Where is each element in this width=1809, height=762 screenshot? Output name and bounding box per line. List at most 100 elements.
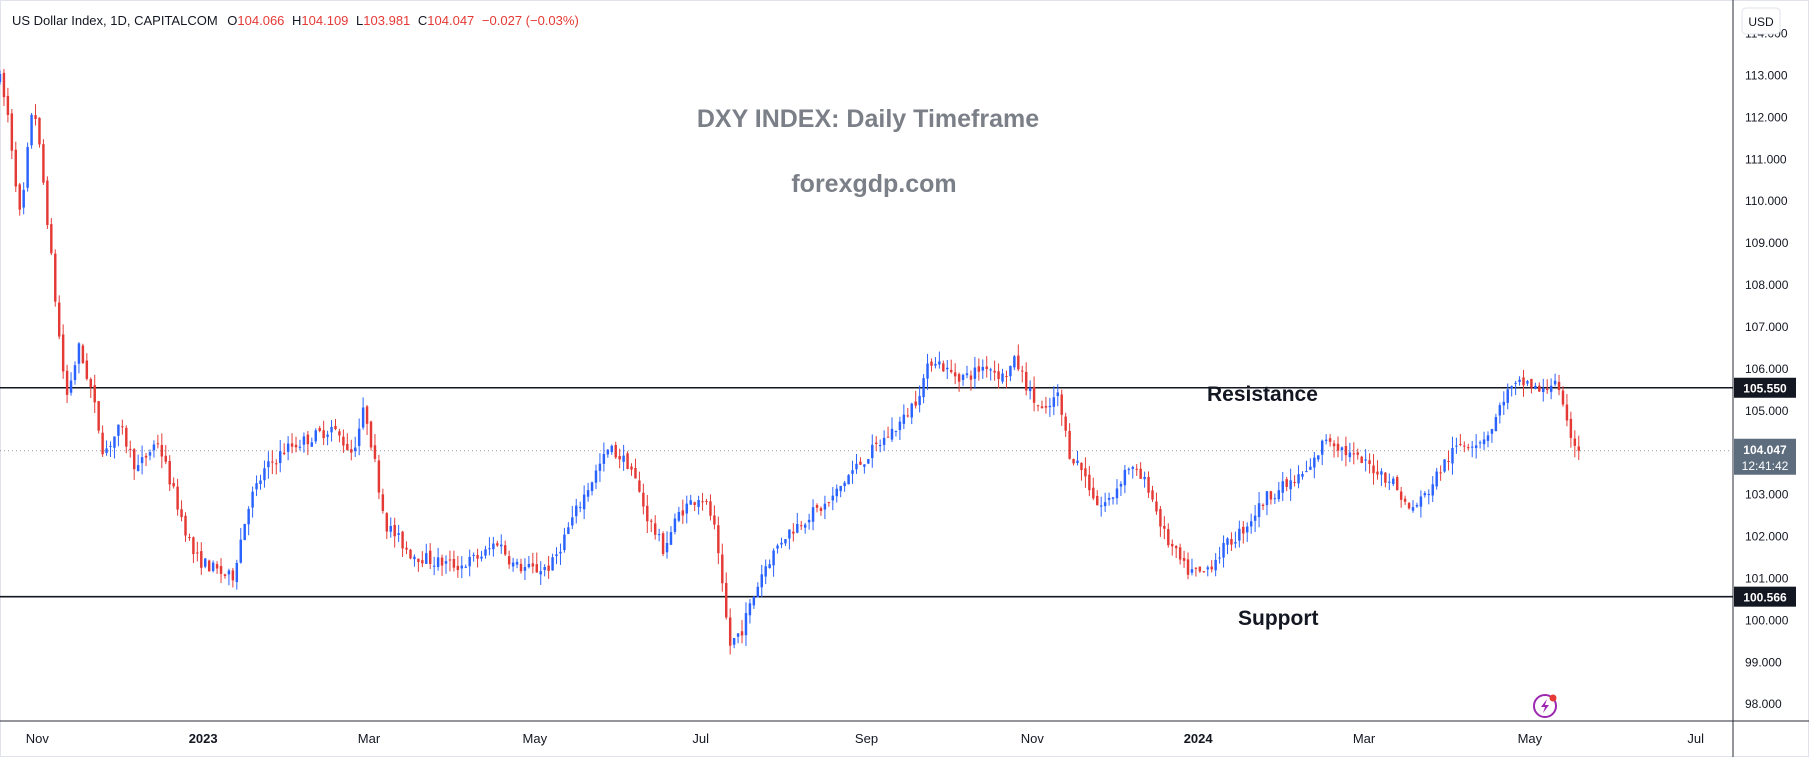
- candle-up: [871, 444, 874, 459]
- candle-down: [717, 525, 720, 554]
- candle-up: [831, 495, 835, 501]
- candle-up: [361, 407, 365, 428]
- candle-down: [1088, 474, 1091, 491]
- candle-down: [1032, 386, 1036, 403]
- time-axis[interactable]: Nov 2023 Mar May Jul Sep Nov 2024 Mar May Jul: [26, 731, 1704, 746]
- candle-down: [985, 366, 988, 370]
- y-tick-label: 113.000: [1745, 68, 1788, 82]
- candle-up: [1218, 557, 1221, 559]
- candle-up: [1526, 381, 1529, 384]
- candle-up: [784, 539, 787, 544]
- lightning-icon[interactable]: [1533, 694, 1557, 718]
- candle-down: [365, 406, 369, 424]
- candle-down: [188, 537, 191, 539]
- candle-up: [1013, 356, 1016, 368]
- candle-down: [417, 558, 420, 563]
- candle-down: [1182, 558, 1186, 561]
- candle-up: [669, 532, 673, 545]
- candle-up: [697, 500, 700, 507]
- candle-up: [1427, 494, 1431, 496]
- candle-up: [772, 550, 775, 566]
- candle-up: [1364, 459, 1367, 461]
- candle-down: [949, 369, 953, 373]
- candle-down: [1293, 481, 1296, 483]
- candle-up: [752, 596, 756, 606]
- candle-down: [1368, 460, 1371, 464]
- candle-up: [543, 566, 546, 571]
- candle-up: [30, 114, 33, 146]
- candle-down: [701, 501, 704, 503]
- candle-up: [989, 369, 992, 371]
- candle-down: [1372, 465, 1375, 474]
- candle-down: [1068, 430, 1071, 459]
- candle-up: [539, 571, 542, 575]
- candle-down: [1459, 443, 1462, 445]
- symbol-label: US Dollar Index, 1D, CAPITALCOM: [12, 13, 218, 28]
- candle-down: [1332, 443, 1336, 447]
- candle-up: [113, 436, 116, 448]
- candle-down: [294, 444, 298, 448]
- candle-down: [192, 537, 195, 555]
- candle-down: [168, 461, 171, 485]
- candle-down: [1194, 567, 1198, 569]
- candle-up: [902, 414, 906, 424]
- candle-up: [1518, 379, 1521, 382]
- candle-down: [1569, 418, 1573, 438]
- candle-up: [1419, 496, 1423, 507]
- candle-down: [800, 525, 803, 527]
- candle-down: [223, 574, 227, 576]
- candle-up: [251, 491, 254, 508]
- candle-down: [1135, 468, 1138, 470]
- candle-up: [1474, 445, 1478, 449]
- candle-down: [1557, 381, 1561, 391]
- candle-down: [503, 545, 507, 555]
- candle-down: [196, 552, 199, 554]
- candle-down: [271, 461, 274, 463]
- candle-up: [1486, 435, 1490, 441]
- candle-up: [673, 518, 677, 532]
- candle-down: [1171, 543, 1174, 547]
- candle-down: [1159, 509, 1162, 527]
- candle-down: [160, 444, 164, 457]
- y-tick-label: 106.000: [1745, 362, 1789, 376]
- candle-up: [1253, 515, 1257, 521]
- candle-up: [594, 470, 598, 483]
- currency-button[interactable]: USD: [1741, 7, 1781, 35]
- level-badge-label: 105.550: [1743, 382, 1787, 396]
- candle-up: [22, 189, 25, 208]
- candle-up: [1107, 497, 1111, 500]
- y-tick-label: 98.000: [1745, 697, 1782, 711]
- candle-up: [136, 465, 140, 471]
- candle-up: [354, 447, 357, 452]
- candle-down: [421, 560, 424, 564]
- y-tick-label: 102.000: [1745, 530, 1789, 544]
- candle-down: [1399, 491, 1403, 500]
- candle-up: [1206, 567, 1209, 570]
- candle-down: [1242, 526, 1245, 534]
- candle-down: [1285, 479, 1288, 487]
- close-value: 104.047: [427, 13, 474, 28]
- candle-up: [1028, 387, 1032, 392]
- candle-down: [1538, 385, 1541, 392]
- candle-up: [1048, 405, 1052, 408]
- candle-down: [997, 371, 1000, 380]
- candle-down: [125, 427, 128, 447]
- candle-down: [819, 508, 823, 512]
- candle-down: [18, 184, 21, 210]
- candle-up: [555, 554, 558, 557]
- candle-up: [918, 395, 921, 406]
- candle-up: [1257, 503, 1261, 518]
- candle-up: [768, 564, 771, 569]
- candle-up: [973, 367, 977, 379]
- candle-down: [721, 554, 724, 584]
- y-tick-label: 107.000: [1745, 320, 1789, 334]
- candle-down: [1021, 370, 1024, 372]
- candle-up: [898, 421, 902, 431]
- candle-down: [1036, 405, 1040, 407]
- candle-up: [559, 551, 562, 554]
- candle-up: [776, 545, 779, 549]
- candle-up: [1273, 498, 1277, 500]
